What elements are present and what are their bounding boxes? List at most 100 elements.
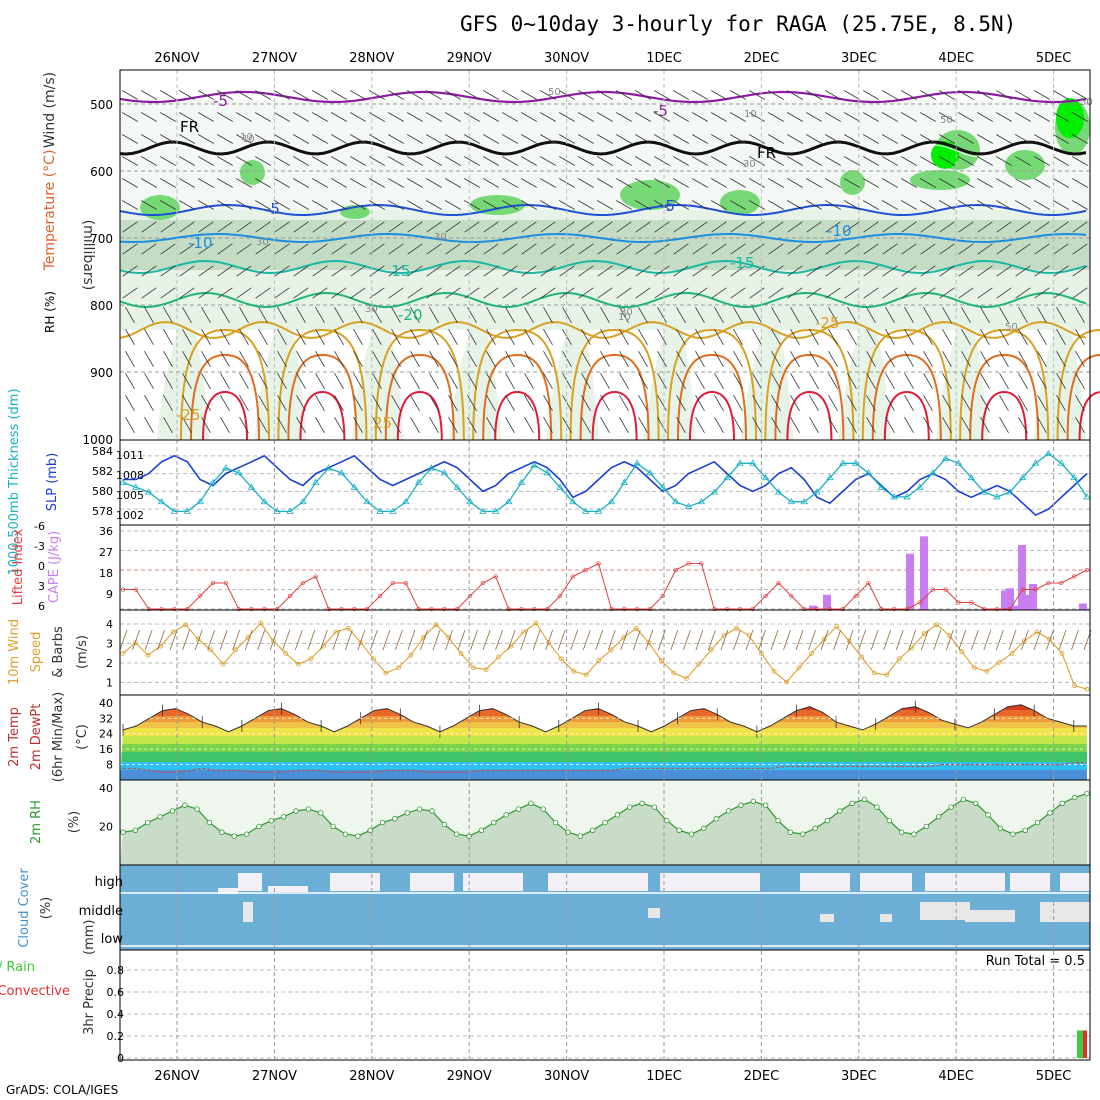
wind-barb (939, 200, 955, 210)
wind-barb (996, 112, 1012, 122)
wind-barb (315, 417, 325, 433)
wind-barb (464, 112, 480, 122)
wind-barb (711, 156, 727, 166)
wind-barb (239, 395, 249, 411)
boundary-layer-contour (969, 353, 1040, 441)
wind-barb (1034, 112, 1050, 122)
wind-barb (825, 243, 841, 255)
wind-barb (293, 90, 309, 100)
wind-barb (464, 178, 480, 188)
wind-barb (578, 287, 594, 299)
wind-barb (958, 112, 974, 122)
wind-barb (673, 200, 689, 210)
wind-barb (673, 156, 689, 166)
wind-barb (654, 156, 670, 166)
rh-green-patch (840, 170, 865, 195)
temp-tick-label: 8 (106, 759, 113, 772)
wind-barb (1034, 156, 1050, 166)
wind-barb (673, 265, 689, 277)
wind-barb (749, 134, 765, 144)
wind-barb (369, 178, 385, 188)
wind-barb (882, 112, 898, 122)
wind-barb (388, 178, 404, 188)
wind-marker (120, 650, 126, 656)
wind-barb (372, 307, 382, 323)
wind-barb (1075, 351, 1085, 367)
wind-barb (540, 134, 556, 144)
wind10-barb (395, 629, 403, 651)
wind-barb (239, 373, 249, 389)
thickness-marker (1006, 488, 1014, 495)
wind-barb (296, 329, 306, 345)
rh2m-marker (1047, 810, 1053, 816)
wind-barb (201, 329, 211, 345)
thickness-marker (196, 497, 204, 505)
wind-marker (571, 668, 577, 674)
wind-barb (730, 178, 746, 188)
wind-marker (734, 625, 739, 631)
wind-barb (806, 287, 822, 299)
wind-barb (1037, 307, 1047, 323)
wind-barb (350, 200, 366, 210)
thickness-tick-label: 580 (92, 485, 113, 498)
wind-barb (217, 156, 233, 166)
wind-barb (1053, 178, 1069, 188)
wind10-barb (557, 629, 566, 651)
wind-barb (426, 90, 442, 100)
temp-color-band (120, 716, 1087, 722)
wind-barb (521, 287, 537, 299)
wind-barb (939, 134, 955, 144)
thickness-marker (389, 507, 397, 514)
thickness-marker (466, 497, 474, 505)
wind-tick-label: 4 (106, 618, 113, 631)
wind-barb (426, 221, 442, 233)
wind-barb (179, 200, 195, 210)
thickness-marker (119, 478, 127, 485)
wind-barb (980, 373, 990, 389)
wind-barb (179, 112, 195, 122)
wind-barb (505, 373, 515, 389)
wind10-barb (745, 629, 754, 651)
thickness-marker (761, 473, 770, 481)
wind-barb (122, 287, 138, 299)
rh2m-marker (367, 827, 373, 833)
li-marker (480, 580, 486, 586)
wind10-barb (294, 629, 303, 651)
wind-barb (372, 395, 382, 411)
wind-barb (616, 134, 632, 144)
rh2m-marker (701, 825, 707, 832)
li-marker (853, 593, 858, 599)
wind-barb (372, 417, 382, 433)
wind-barb (844, 178, 860, 188)
wind-barb (410, 329, 420, 345)
boundary-layer-contour (494, 390, 541, 441)
wind-barb (293, 134, 309, 144)
wind10-barb (820, 629, 829, 651)
li-marker (467, 593, 473, 599)
wind-marker (934, 622, 940, 628)
li-marker (403, 580, 408, 586)
wind10-barb (269, 629, 278, 651)
wind-barb (331, 200, 347, 210)
contour-label: 10 (618, 312, 631, 323)
rh2m-marker (120, 829, 126, 835)
wind-barb (714, 395, 724, 411)
wind-barb (711, 90, 727, 100)
wind10-barb (620, 629, 629, 651)
wind10-barb (632, 629, 641, 651)
wind-barb (958, 90, 974, 100)
wind-marker (396, 665, 401, 671)
wind-barb (236, 90, 252, 100)
wind10-barb (470, 629, 478, 651)
thickness-marker (839, 459, 847, 466)
thickness-marker (941, 454, 950, 461)
thickness-marker (504, 497, 513, 505)
wind-barb (163, 351, 173, 367)
thickness-marker (800, 497, 808, 505)
contour-label: -15 (730, 254, 755, 272)
thickness-marker (607, 497, 616, 505)
wind-barb (1034, 243, 1050, 255)
wind-barb (448, 373, 458, 389)
wind-barb (448, 329, 458, 345)
thickness-marker (1057, 459, 1065, 466)
